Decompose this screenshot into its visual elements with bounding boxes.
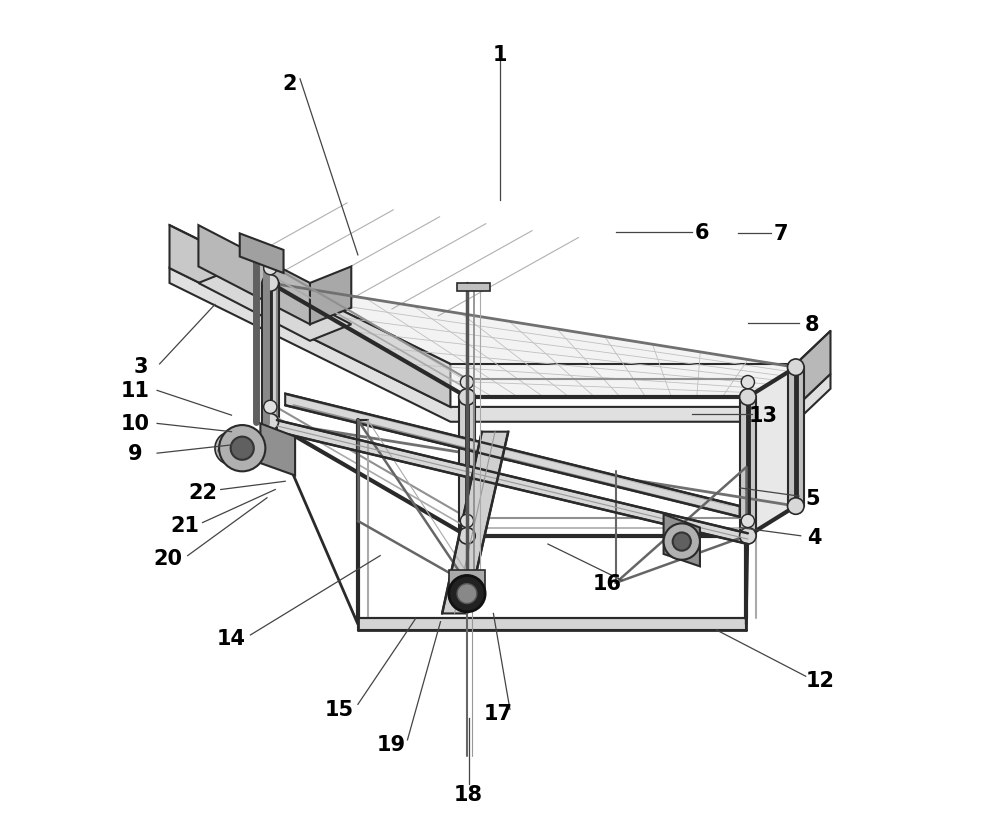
Circle shape	[741, 515, 754, 528]
Circle shape	[740, 389, 756, 406]
Text: 7: 7	[774, 224, 788, 244]
Polygon shape	[796, 331, 830, 407]
Circle shape	[264, 401, 277, 414]
Circle shape	[741, 376, 754, 389]
Text: 4: 4	[807, 527, 821, 548]
Circle shape	[673, 533, 691, 551]
Text: 1: 1	[493, 45, 507, 65]
Circle shape	[262, 414, 279, 431]
Circle shape	[460, 376, 474, 389]
Text: 2: 2	[282, 74, 297, 94]
Text: 21: 21	[170, 515, 199, 536]
Circle shape	[788, 498, 804, 515]
Text: 12: 12	[806, 670, 835, 690]
Circle shape	[459, 528, 475, 544]
Text: 11: 11	[120, 381, 149, 401]
Text: 9: 9	[127, 444, 142, 464]
Polygon shape	[270, 284, 796, 397]
Polygon shape	[358, 619, 746, 630]
Text: 17: 17	[484, 703, 513, 723]
Polygon shape	[277, 421, 748, 544]
Text: 20: 20	[153, 548, 182, 568]
Polygon shape	[170, 269, 830, 422]
Circle shape	[740, 528, 756, 544]
Text: 10: 10	[120, 414, 149, 434]
Polygon shape	[262, 284, 279, 422]
Circle shape	[215, 432, 248, 465]
Text: 8: 8	[805, 315, 820, 335]
Text: 18: 18	[454, 783, 483, 804]
Circle shape	[262, 276, 279, 291]
Polygon shape	[240, 234, 284, 274]
Polygon shape	[788, 368, 804, 507]
Text: 19: 19	[376, 734, 406, 754]
Polygon shape	[260, 424, 295, 476]
Text: 22: 22	[188, 483, 217, 503]
Polygon shape	[285, 394, 740, 518]
Circle shape	[449, 575, 485, 612]
Circle shape	[459, 389, 475, 406]
Text: 14: 14	[217, 628, 246, 648]
Text: 3: 3	[133, 356, 148, 376]
Text: 16: 16	[593, 573, 622, 593]
Polygon shape	[740, 397, 756, 537]
Circle shape	[664, 524, 700, 560]
Polygon shape	[198, 226, 310, 325]
Polygon shape	[170, 226, 450, 407]
Polygon shape	[449, 570, 485, 597]
Polygon shape	[748, 368, 796, 537]
Text: 13: 13	[748, 406, 777, 426]
Polygon shape	[198, 267, 351, 341]
Circle shape	[264, 262, 277, 276]
Polygon shape	[459, 397, 475, 537]
Circle shape	[460, 515, 474, 528]
Polygon shape	[442, 432, 508, 614]
Circle shape	[457, 584, 477, 604]
Text: 15: 15	[324, 700, 353, 720]
Text: 6: 6	[695, 223, 710, 243]
Circle shape	[788, 359, 804, 376]
Circle shape	[223, 440, 240, 457]
Circle shape	[231, 437, 254, 460]
Polygon shape	[664, 515, 700, 566]
Polygon shape	[310, 267, 351, 325]
Text: 5: 5	[805, 489, 820, 508]
Polygon shape	[457, 284, 490, 291]
Circle shape	[219, 426, 265, 472]
